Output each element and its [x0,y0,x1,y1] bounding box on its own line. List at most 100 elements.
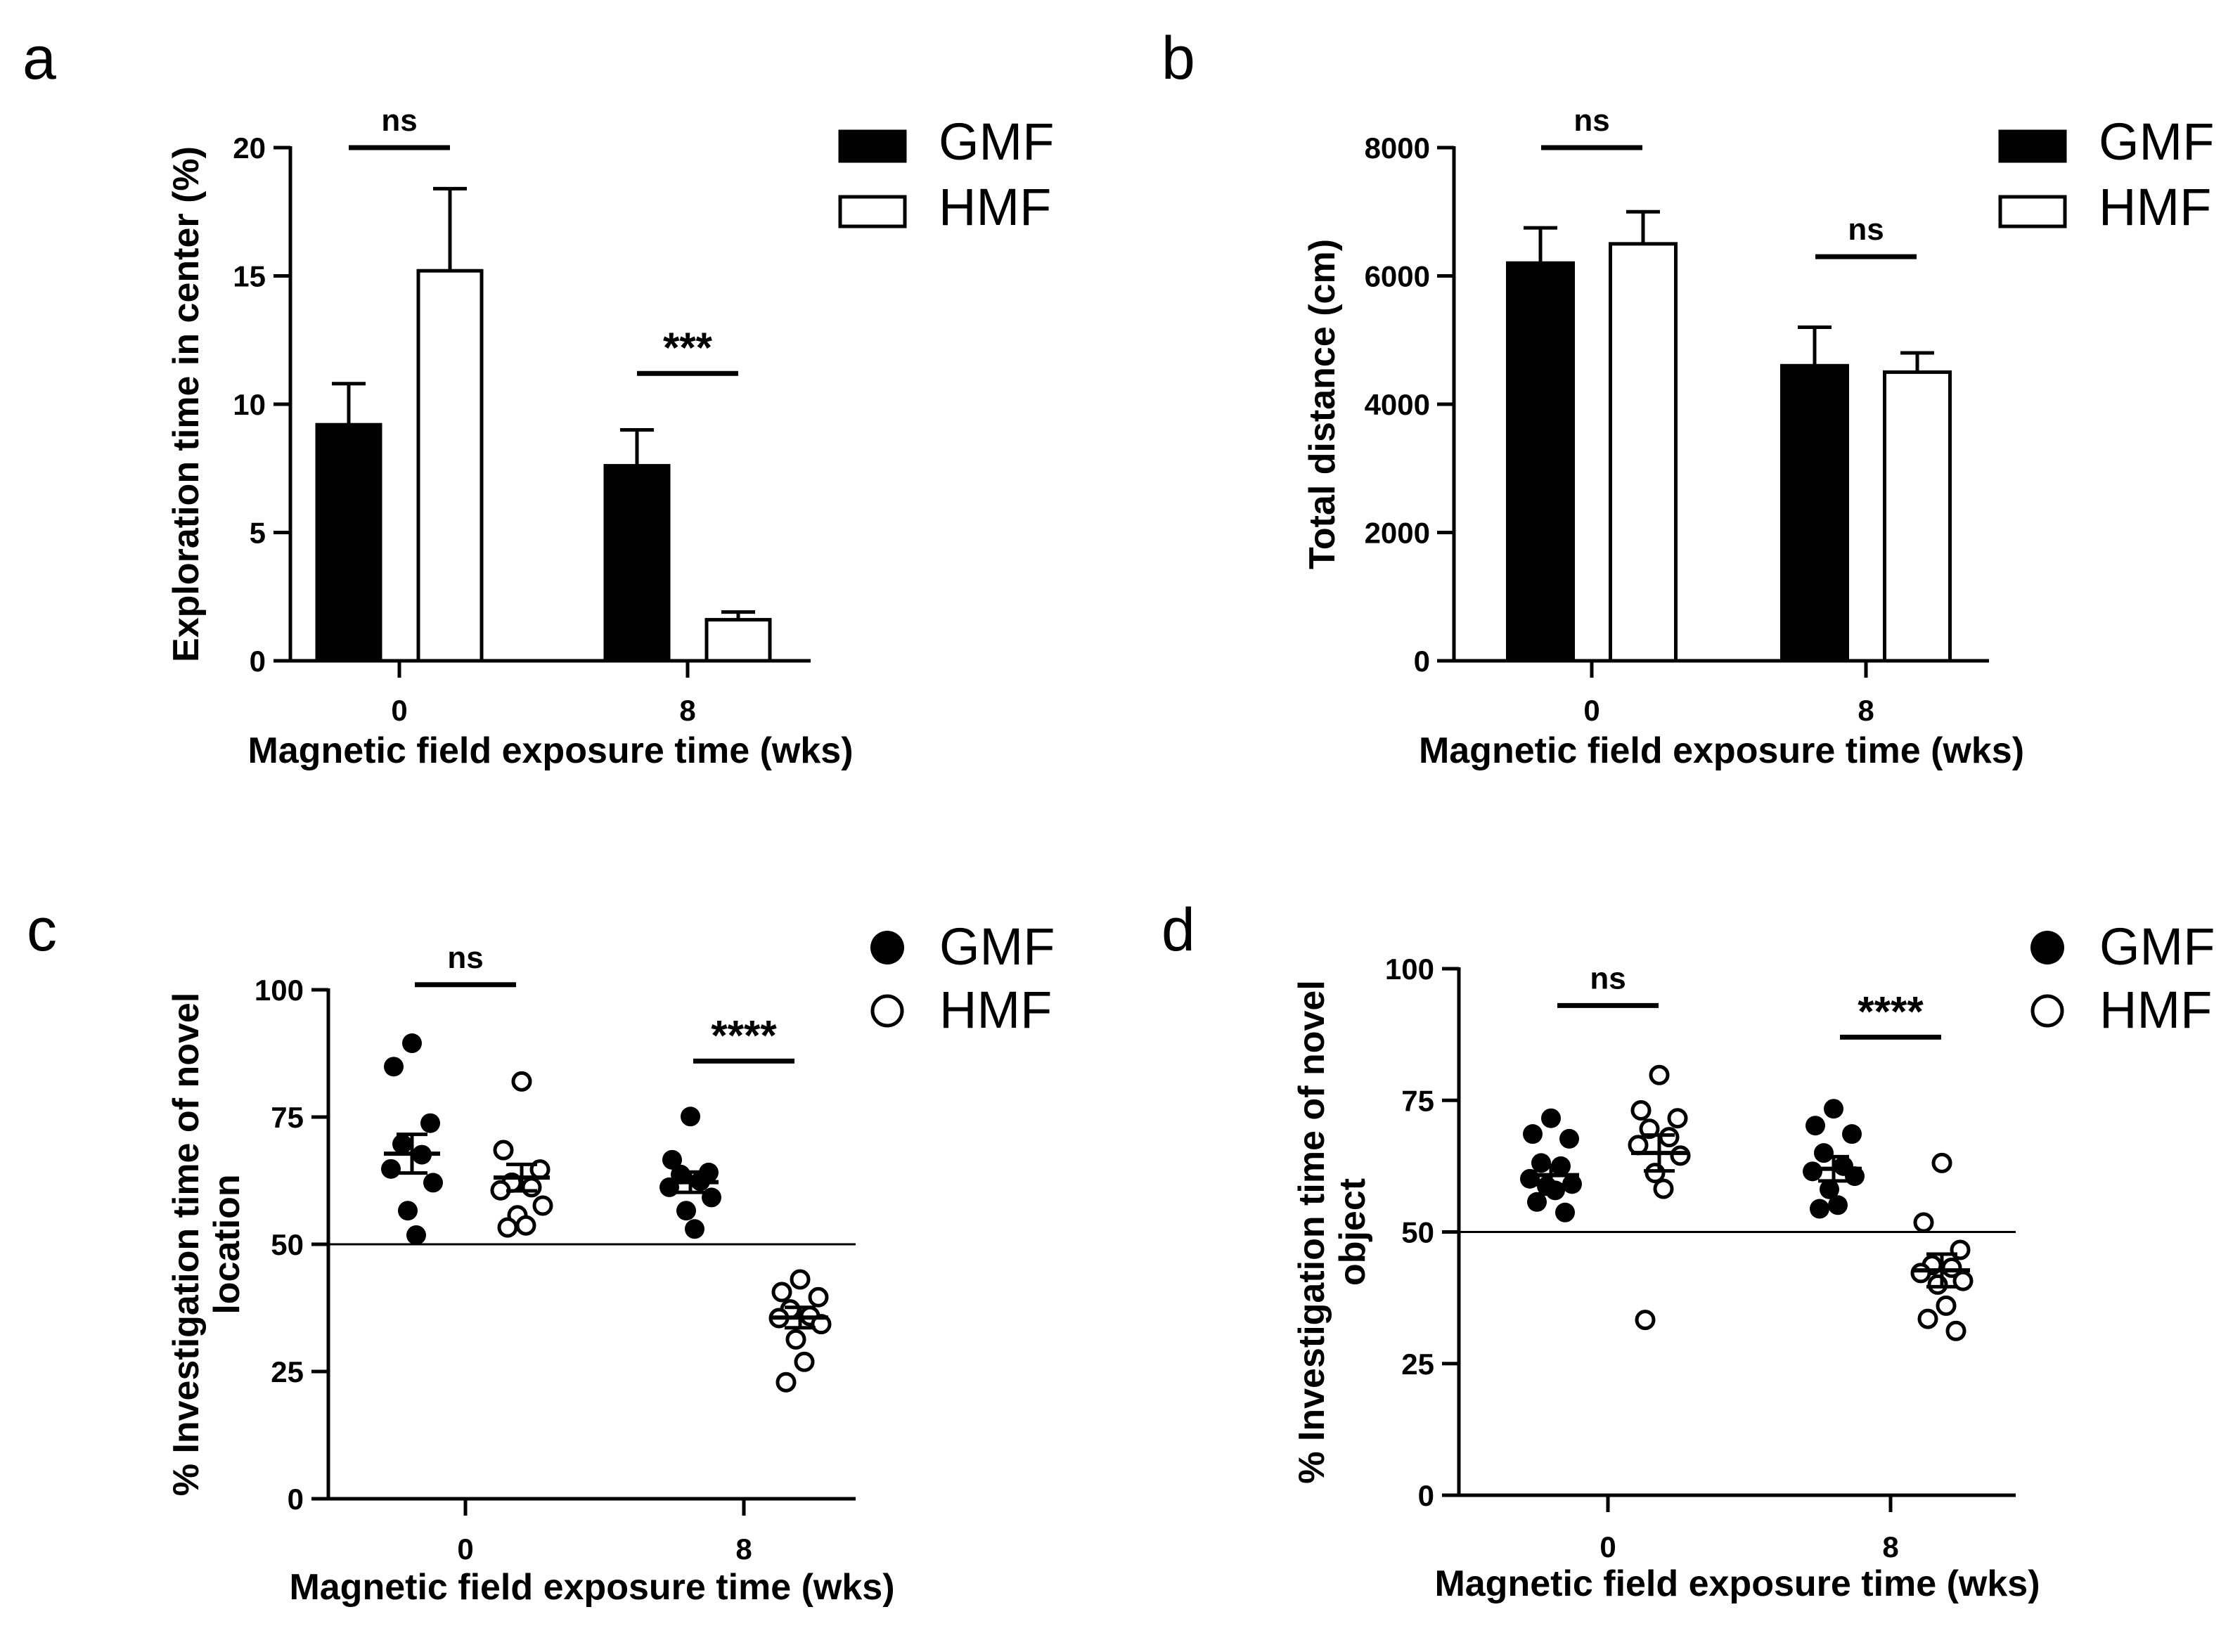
point-gmf-0 [406,1225,426,1245]
point-gmf-8 [1842,1124,1862,1144]
point-hmf-8 [1931,1152,1952,1173]
panel-letter: b [1161,25,1195,92]
legend-marker-hmf [2030,994,2064,1028]
point-hmf-8 [1936,1295,1957,1316]
point-hmf-0 [1635,1310,1656,1331]
point-gmf-0 [402,1033,422,1054]
legend-swatch-gmf [838,129,907,163]
bar-hmf-0 [416,269,484,663]
point-hmf-8 [785,1329,806,1350]
legend-marker-gmf [870,931,904,964]
legend-marker-hmf [870,994,904,1028]
point-hmf-0 [497,1217,518,1238]
y-tick-label: 0 [1414,645,1430,678]
x-axis-title: Magnetic field exposure time (wks) [1434,1563,2040,1604]
point-gmf-0 [1531,1153,1551,1173]
legend-label-gmf: GMF [2099,917,2215,976]
legend-marker-gmf [2030,931,2064,964]
point-hmf-0 [1667,1108,1688,1129]
point-hmf-8 [775,1372,797,1393]
y-tick-label: 8000 [1365,131,1430,164]
y-tick-label: 0 [288,1483,304,1516]
panel-letter: c [27,896,57,964]
bar-gmf-0 [1506,261,1575,663]
y-axis-title: % Investigation time of novelobject [1292,980,1373,1484]
point-hmf-8 [794,1351,815,1372]
point-gmf-0 [1555,1202,1575,1222]
point-gmf-0 [1559,1128,1579,1149]
y-tick-label: 0 [250,645,266,678]
point-gmf-8 [1814,1143,1834,1163]
significance-label: ns [1590,961,1626,995]
panel-letter: d [1161,896,1195,964]
legend-label-gmf: GMF [2099,112,2214,171]
y-tick-label: 75 [1401,1084,1434,1117]
point-gmf-0 [1562,1174,1582,1194]
significance-label: ns [1848,212,1884,247]
point-hmf-0 [511,1071,532,1092]
point-gmf-8 [676,1201,696,1221]
y-tick-label: 100 [255,974,304,1007]
point-hmf-0 [493,1140,514,1161]
x-tick-label: 0 [391,694,407,727]
point-gmf-8 [702,1187,721,1208]
legend-swatch-hmf [1998,195,2067,228]
point-hmf-8 [771,1282,792,1303]
point-gmf-8 [1803,1161,1822,1182]
significance-label: ns [381,103,417,138]
x-tick-label: 8 [1858,694,1874,727]
y-tick-label: 2000 [1365,517,1430,550]
legend-swatch-gmf [1998,129,2067,163]
x-axis-title: Magnetic field exposure time (wks) [1419,730,2024,771]
point-gmf-8 [685,1219,704,1239]
point-hmf-8 [1917,1308,1938,1329]
point-gmf-0 [392,1134,412,1154]
point-gmf-8 [1805,1116,1825,1136]
point-hmf-8 [1913,1212,1934,1233]
point-gmf-8 [1828,1195,1848,1215]
legend-label-gmf: GMF [939,917,1055,976]
y-tick-label: 6000 [1365,260,1430,293]
point-hmf-0 [1653,1178,1674,1199]
y-tick-label: 10 [233,388,266,421]
y-axis-title-line: % Investigation time of novel [166,993,207,1497]
y-tick-label: 50 [1401,1216,1434,1249]
point-hmf-0 [515,1215,536,1236]
x-tick-label: 0 [1599,1530,1616,1563]
point-gmf-8 [681,1106,700,1127]
x-tick-label: 0 [457,1532,473,1566]
point-hmf-8 [808,1286,829,1308]
point-hmf-0 [532,1195,553,1216]
point-gmf-0 [398,1201,418,1221]
y-axis-title: Total distance (cm) [1302,239,1343,569]
y-tick-label: 25 [271,1355,304,1388]
bar-gmf-8 [1780,363,1849,663]
y-tick-label: 20 [233,131,266,164]
legend-label-hmf: HMF [2099,981,2212,1039]
point-hmf-0 [521,1177,542,1198]
point-hmf-0 [1649,1064,1670,1085]
y-tick-label: 0 [1418,1479,1434,1512]
significance-label: ns [1573,103,1609,138]
point-hmf-0 [1670,1145,1691,1166]
bar-gmf-8 [603,464,671,663]
bar-gmf-0 [315,422,382,663]
point-hmf-0 [1630,1099,1652,1121]
y-tick-label: 15 [233,260,266,293]
point-gmf-8 [671,1164,690,1185]
x-axis-title: Magnetic field exposure time (wks) [289,1567,894,1608]
point-gmf-0 [381,1159,401,1179]
point-gmf-8 [1820,1179,1839,1199]
point-hmf-0 [1659,1127,1680,1148]
y-tick-label: 100 [1385,953,1434,986]
significance-label: **** [711,1012,777,1059]
legend-label-hmf: HMF [939,981,1052,1039]
legend-label-gmf: GMF [939,112,1054,171]
legend-label-hmf: HMF [2099,178,2211,236]
point-hmf-8 [1945,1320,1967,1341]
point-gmf-8 [1810,1199,1829,1219]
y-axis-title-line: % Investigation time of novel [1292,980,1332,1484]
